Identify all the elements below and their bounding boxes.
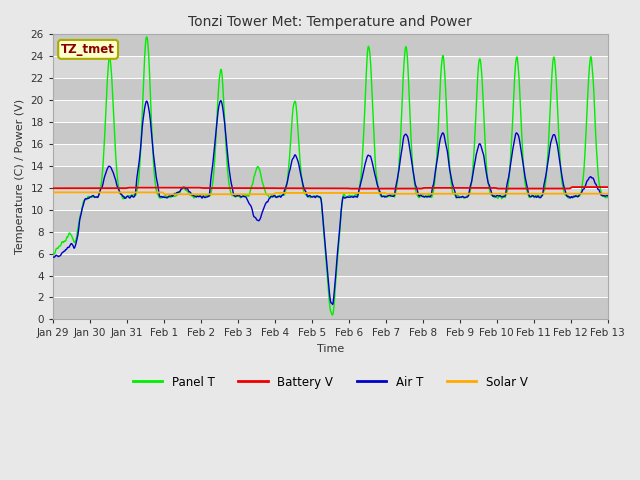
- Solar V: [163, 192, 171, 197]
- Solar V: [538, 191, 546, 196]
- Air T: [217, 98, 225, 104]
- Air T: [172, 190, 180, 196]
- Battery V: [49, 185, 57, 191]
- Panel T: [539, 192, 547, 198]
- Battery V: [604, 184, 611, 190]
- Panel T: [159, 194, 167, 200]
- Solar V: [417, 191, 424, 197]
- Solar V: [235, 192, 243, 197]
- Bar: [53, 210, 607, 232]
- Line: Air T: Air T: [53, 101, 607, 304]
- Bar: [53, 188, 607, 210]
- Air T: [417, 192, 425, 198]
- Bar: [53, 56, 607, 78]
- Bar: [53, 122, 607, 144]
- Battery V: [159, 185, 166, 191]
- Air T: [604, 193, 611, 199]
- X-axis label: Time: Time: [317, 344, 344, 354]
- Panel T: [173, 192, 180, 198]
- Legend: Panel T, Battery V, Air T, Solar V: Panel T, Battery V, Air T, Solar V: [128, 371, 532, 393]
- Solar V: [604, 191, 611, 196]
- Bar: [53, 144, 607, 166]
- Text: TZ_tmet: TZ_tmet: [61, 43, 115, 56]
- Bar: [53, 253, 607, 276]
- Bar: [53, 100, 607, 122]
- Air T: [159, 194, 166, 200]
- Battery V: [234, 185, 242, 191]
- Panel T: [143, 34, 150, 40]
- Battery V: [489, 185, 497, 191]
- Solar V: [173, 192, 180, 197]
- Panel T: [235, 192, 243, 198]
- Battery V: [570, 184, 578, 190]
- Battery V: [172, 185, 180, 191]
- Air T: [329, 301, 337, 307]
- Title: Tonzi Tower Met: Temperature and Power: Tonzi Tower Met: Temperature and Power: [188, 15, 472, 29]
- Solar V: [489, 191, 497, 197]
- Line: Solar V: Solar V: [53, 192, 607, 194]
- Panel T: [604, 194, 611, 200]
- Panel T: [328, 312, 336, 318]
- Battery V: [417, 186, 424, 192]
- Bar: [53, 35, 607, 56]
- Bar: [53, 78, 607, 100]
- Y-axis label: Temperature (C) / Power (V): Temperature (C) / Power (V): [15, 99, 25, 254]
- Solar V: [159, 190, 166, 195]
- Battery V: [348, 186, 356, 192]
- Line: Panel T: Panel T: [53, 37, 607, 315]
- Bar: [53, 298, 607, 319]
- Battery V: [538, 186, 546, 192]
- Air T: [539, 192, 547, 198]
- Bar: [53, 232, 607, 253]
- Bar: [53, 166, 607, 188]
- Panel T: [417, 192, 425, 198]
- Line: Battery V: Battery V: [53, 187, 607, 189]
- Panel T: [49, 250, 57, 256]
- Air T: [235, 193, 243, 199]
- Bar: [53, 276, 607, 298]
- Panel T: [490, 194, 497, 200]
- Air T: [490, 193, 497, 199]
- Air T: [49, 254, 57, 260]
- Solar V: [49, 190, 57, 195]
